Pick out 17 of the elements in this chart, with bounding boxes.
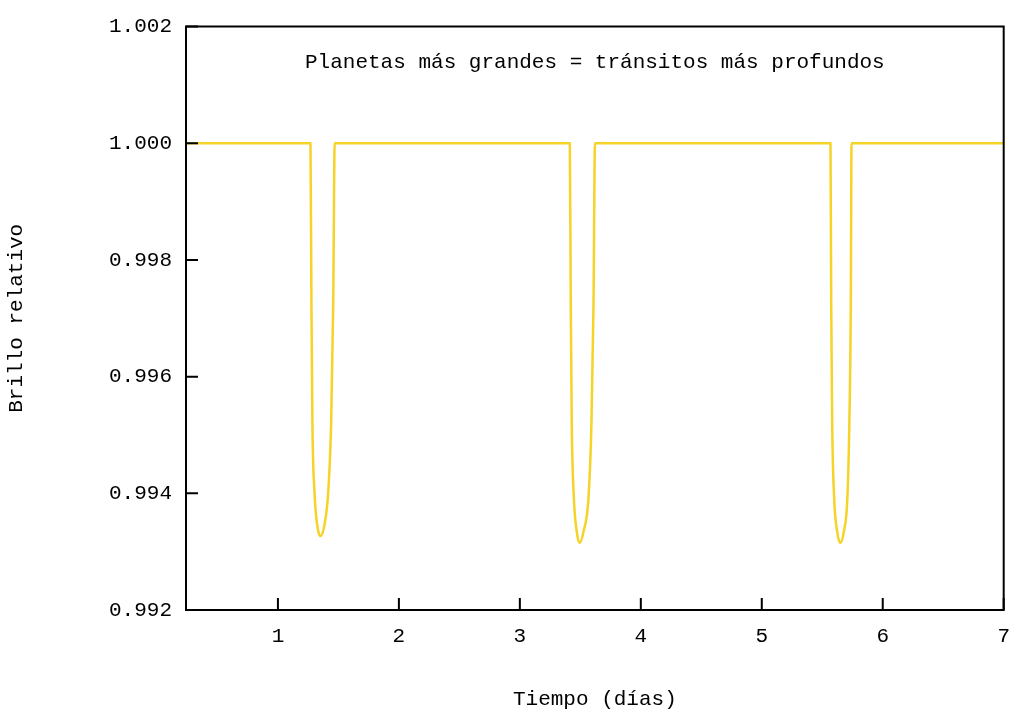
x-tick-label: 3 — [513, 625, 527, 649]
y-axis-title: Brillo relativo — [5, 223, 29, 413]
y-tick-label: 0.998 — [108, 248, 172, 272]
x-tick-label: 5 — [755, 625, 769, 649]
x-tick-label: 1 — [271, 625, 285, 649]
x-tick-label: 2 — [392, 625, 406, 649]
y-tick-label: 0.996 — [108, 365, 172, 389]
line-series — [186, 142, 1004, 545]
y-tick-label: 1.002 — [108, 15, 172, 39]
y-tick-label: 0.994 — [108, 481, 172, 505]
x-tick-label: 6 — [876, 625, 890, 649]
x-axis-title: Tiempo (días) — [512, 687, 677, 711]
x-tick-label: 7 — [997, 625, 1010, 649]
annotation: Planetas más grandes = tránsitos más profundos — [305, 51, 885, 75]
x-tick-label: 4 — [634, 625, 648, 649]
y-tick-label: 1.000 — [108, 131, 172, 155]
y-tick-label: 0.992 — [108, 598, 172, 622]
